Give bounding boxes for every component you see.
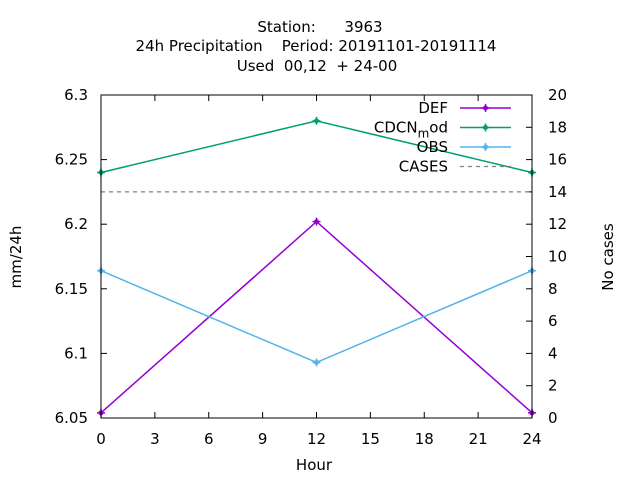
legend-marker bbox=[481, 123, 490, 132]
data-point-obs bbox=[312, 358, 321, 367]
y-tick-label: 6.2 bbox=[64, 215, 88, 233]
legend-entry-cases: CASES bbox=[399, 158, 511, 176]
legend-label: CDCNmod bbox=[374, 119, 448, 141]
y2-tick-label: 20 bbox=[548, 86, 567, 104]
y2-tick-label: 0 bbox=[548, 409, 558, 427]
y-tick-label: 6.05 bbox=[55, 409, 88, 427]
chart-title: Station: 3963 24h Precipitation Period: … bbox=[136, 18, 497, 75]
data-point-cdcn-mod bbox=[312, 116, 321, 125]
y-tick-label: 6.15 bbox=[55, 280, 88, 298]
x-tick-label: 3 bbox=[150, 430, 160, 448]
title-line-3: Used 00,12 + 24-00 bbox=[237, 57, 397, 75]
legend-entry-def: DEF bbox=[418, 99, 511, 117]
legend-marker bbox=[481, 104, 490, 112]
x-tick-label: 15 bbox=[361, 430, 380, 448]
series-line-obs bbox=[100, 270, 533, 364]
legend-label: OBS bbox=[417, 138, 448, 156]
x-tick-label: 0 bbox=[96, 430, 106, 448]
y2-tick-label: 12 bbox=[548, 215, 567, 233]
title-line-1: Station: 3963 bbox=[257, 18, 382, 36]
x-tick-label: 6 bbox=[204, 430, 214, 448]
y2-axis-label: No cases bbox=[599, 223, 617, 291]
y2-tick-label: 16 bbox=[548, 151, 567, 169]
y2-tick-label: 8 bbox=[548, 280, 558, 298]
y-tick-label: 6.25 bbox=[55, 151, 88, 169]
y-axis-label: mm/24h bbox=[7, 226, 25, 289]
y-tick-label: 6.1 bbox=[64, 344, 88, 362]
legend-label: DEF bbox=[418, 99, 448, 117]
x-tick-label: 18 bbox=[415, 430, 434, 448]
series-line-def bbox=[100, 220, 533, 414]
legend-entry-obs: OBS bbox=[417, 138, 511, 156]
x-tick-label: 12 bbox=[307, 430, 326, 448]
legend-label: CASES bbox=[399, 158, 448, 176]
legend-marker bbox=[481, 143, 490, 151]
data-point-def bbox=[312, 217, 321, 226]
series-obs bbox=[97, 266, 536, 367]
x-tick-label: 21 bbox=[469, 430, 488, 448]
series-layer bbox=[97, 116, 536, 417]
y2-tick-label: 18 bbox=[548, 118, 567, 136]
x-axis-label: Hour bbox=[296, 456, 333, 474]
x-tick-label: 24 bbox=[522, 430, 541, 448]
y2-tick-label: 14 bbox=[548, 183, 567, 201]
y2-tick-label: 2 bbox=[548, 377, 558, 395]
title-line-2: 24h Precipitation Period: 20191101-20191… bbox=[136, 37, 497, 55]
series-def bbox=[97, 217, 536, 417]
y2-tick-label: 6 bbox=[548, 312, 558, 330]
y2-tick-label: 4 bbox=[548, 344, 558, 362]
y-tick-label: 6.3 bbox=[64, 86, 88, 104]
y2-tick-label: 10 bbox=[548, 248, 567, 266]
axis-ticks: 0 3 6 9 12 15 18 21 246.056.16.156.26.256.302468… bbox=[55, 86, 568, 448]
x-tick-label: 9 bbox=[258, 430, 268, 448]
legend-entry-cdcn-mod: CDCNmod bbox=[374, 119, 511, 141]
plot-frame bbox=[100, 94, 533, 419]
